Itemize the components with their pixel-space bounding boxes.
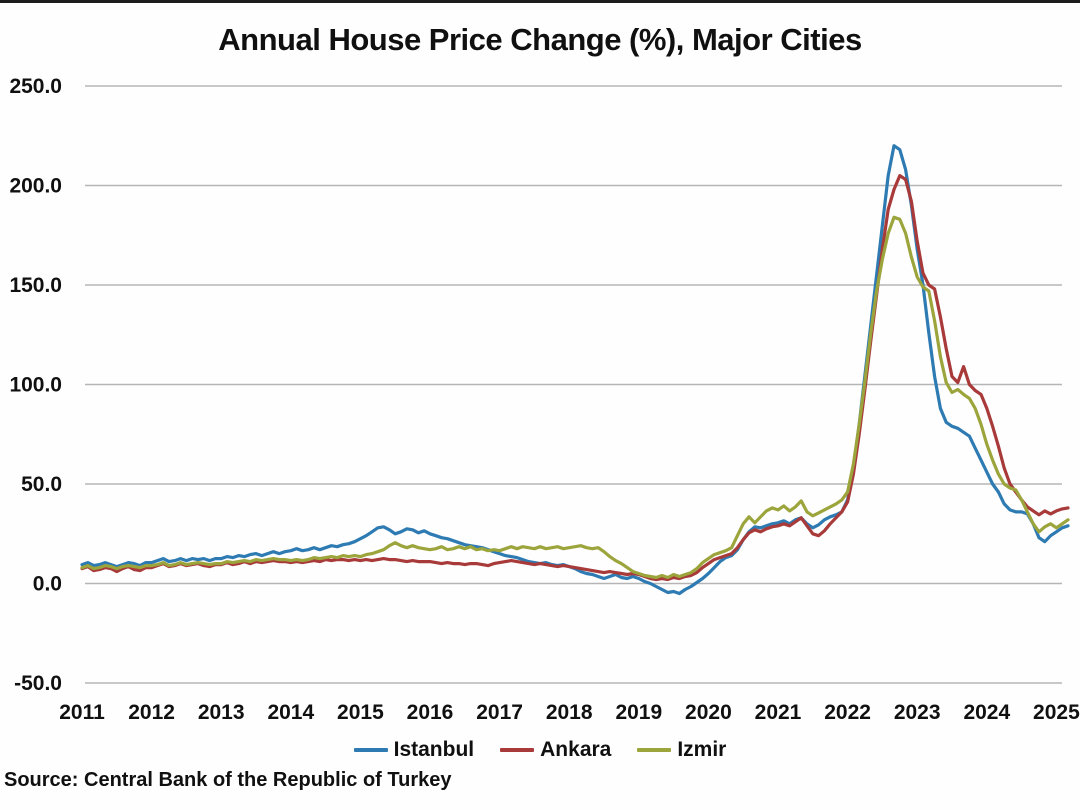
- legend-label: Istanbul: [393, 738, 475, 761]
- y-tick-label: 150.0: [9, 274, 62, 297]
- legend-item-istanbul: Istanbul: [353, 738, 475, 762]
- x-tick-label-2011: 2011: [59, 701, 105, 724]
- x-tick-label-2016: 2016: [407, 701, 454, 724]
- x-tick-label-2020: 2020: [685, 701, 732, 724]
- x-tick-label-2025: 2025: [1033, 701, 1080, 724]
- y-tick-label: 100.0: [9, 374, 62, 397]
- x-tick-label-2012: 2012: [128, 701, 175, 724]
- x-tick-label-2014: 2014: [267, 701, 314, 724]
- legend-label: Izmir: [677, 738, 727, 761]
- y-tick-label: 0.0: [33, 573, 62, 596]
- legend-label: Ankara: [540, 738, 612, 761]
- x-tick-label-2019: 2019: [615, 701, 662, 724]
- x-tick-label-2015: 2015: [337, 701, 384, 724]
- chart-title: Annual House Price Change (%), Major Cit…: [218, 22, 862, 57]
- series-line-ankara: [80, 174, 1070, 582]
- top-border: [0, 0, 1080, 3]
- legend-item-ankara: Ankara: [500, 738, 611, 762]
- x-tick-label-2024: 2024: [963, 701, 1010, 724]
- x-tick-label-2013: 2013: [198, 701, 245, 724]
- y-tick-label: 200.0: [9, 175, 62, 198]
- y-tick-label: 50.0: [21, 473, 62, 496]
- series-line-istanbul: [80, 144, 1070, 596]
- series-line-izmir: [80, 215, 1070, 580]
- legend: Istanbul Ankara Izmir: [0, 736, 1080, 764]
- x-tick-label-2021: 2021: [755, 701, 802, 724]
- legend-item-izmir: Izmir: [637, 738, 726, 762]
- x-tick-label-2022: 2022: [824, 701, 871, 724]
- legend-swatch-izmir: [637, 748, 672, 752]
- y-tick-label: -50.0: [14, 672, 62, 695]
- legend-swatch-ankara: [500, 748, 535, 752]
- source-note: Source: Central Bank of the Republic of …: [4, 769, 452, 791]
- x-tick-label-2023: 2023: [894, 701, 941, 724]
- x-tick-label-2017: 2017: [476, 701, 523, 724]
- y-tick-label: 250.0: [9, 75, 62, 98]
- legend-swatch-istanbul: [353, 748, 388, 752]
- x-tick-label-2018: 2018: [546, 701, 593, 724]
